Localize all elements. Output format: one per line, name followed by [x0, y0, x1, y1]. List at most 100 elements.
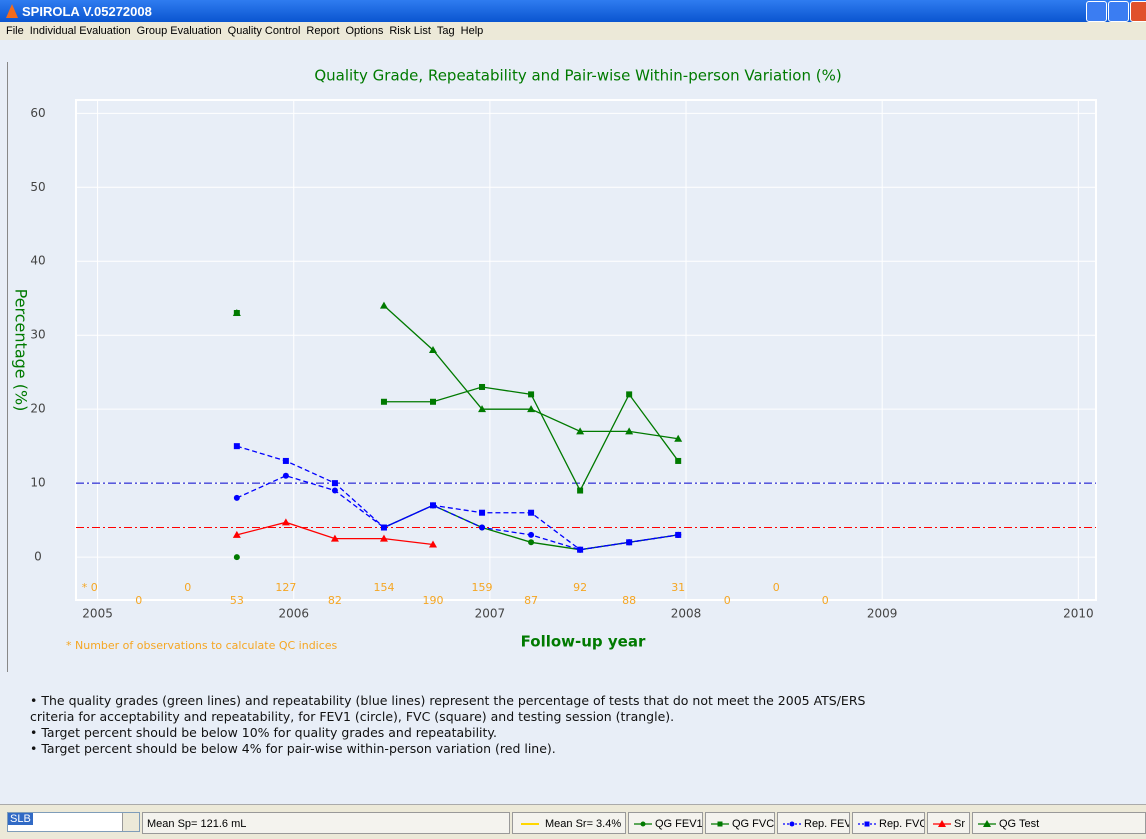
plot-area — [75, 99, 1097, 601]
data-point — [380, 524, 387, 531]
y-tick-label: 10 — [30, 476, 45, 490]
observation-count: 92 — [573, 581, 587, 594]
note-line: • Target percent should be below 10% for… — [30, 725, 497, 740]
data-point — [380, 398, 387, 405]
x-tick-label: 2010 — [1063, 607, 1094, 621]
minimize-button[interactable] — [1086, 1, 1107, 22]
menu-item[interactable]: Report — [306, 25, 340, 37]
data-point — [233, 443, 240, 450]
x-tick-label: 2006 — [278, 607, 309, 621]
data-point — [479, 524, 486, 531]
y-tick-label: 30 — [30, 328, 45, 342]
data-point — [675, 457, 682, 464]
mean-sr-icon — [521, 823, 539, 825]
x-axis-label: Follow-up year — [521, 633, 646, 651]
data-point — [430, 398, 436, 405]
data-point — [625, 427, 634, 435]
title-bar: SPIROLA V.05272008 — [0, 0, 1146, 22]
observation-count: 31 — [671, 581, 685, 594]
legend-icon — [783, 821, 801, 827]
data-point — [479, 509, 486, 516]
data-point — [527, 405, 536, 413]
y-tick-label: 50 — [30, 180, 45, 194]
notes: • The quality grades (green lines) and r… — [30, 693, 865, 757]
note-line: • The quality grades (green lines) and r… — [30, 693, 866, 708]
observation-count: 154 — [373, 581, 394, 594]
data-point — [675, 531, 682, 538]
data-point — [528, 539, 535, 546]
x-tick-label: 2009 — [867, 607, 898, 621]
y-tick-label: 40 — [30, 254, 45, 268]
observation-count: 159 — [472, 581, 493, 594]
mean-sr-panel: Mean Sr= 3.4% — [512, 812, 626, 834]
legend-item: QG Test — [972, 812, 1146, 834]
window-title: SPIROLA V.05272008 — [22, 4, 152, 19]
series-line — [236, 445, 679, 551]
data-point — [626, 539, 633, 546]
data-point — [379, 534, 388, 542]
data-point — [331, 480, 338, 487]
legend-marker — [640, 821, 646, 827]
data-point — [528, 391, 535, 398]
legend-icon — [978, 820, 996, 827]
observation-count: * 0 — [82, 581, 98, 594]
combo-arrow[interactable] — [122, 813, 139, 831]
mean-sp: Mean Sp= 121.6 mL — [142, 812, 510, 834]
combo-value: SLB — [8, 813, 33, 825]
y-tick-label: 20 — [30, 402, 45, 416]
dataset-combo[interactable]: SLB — [7, 812, 140, 832]
data-point — [626, 391, 633, 398]
observation-count: 53 — [230, 594, 244, 607]
data-point — [479, 383, 486, 390]
observation-count: 190 — [423, 594, 444, 607]
x-tick-label: 2007 — [475, 607, 506, 621]
menu-item[interactable]: Individual Evaluation — [29, 25, 131, 37]
legend-item: QG FVC — [705, 812, 775, 834]
legend-icon — [711, 821, 729, 827]
data-point — [282, 457, 289, 464]
chart-panel: Quality Grade, Repeatability and Pair-wi… — [7, 62, 1146, 672]
menu-item[interactable]: Group Evaluation — [136, 25, 222, 37]
data-point — [233, 494, 240, 501]
legend-item: Sr — [927, 812, 970, 834]
legend-item: Rep. FEV1 — [777, 812, 850, 834]
data-point — [478, 405, 487, 413]
menu-item[interactable]: Tag — [436, 25, 455, 37]
legend-label: QG Test — [999, 818, 1040, 830]
observation-count: 0 — [135, 594, 142, 607]
app-icon — [6, 4, 18, 18]
legend-marker — [864, 821, 870, 827]
menu-item[interactable]: Help — [460, 25, 484, 37]
legend-label: Rep. FEV1 — [804, 818, 849, 830]
observation-count: 82 — [328, 594, 342, 607]
chart-title: Quality Grade, Repeatability and Pair-wi… — [314, 67, 841, 85]
data-point — [577, 487, 584, 494]
observation-count: 0 — [773, 581, 780, 594]
legend-marker — [717, 821, 723, 827]
data-point — [233, 554, 240, 561]
data-point — [379, 301, 388, 309]
observation-count: 88 — [622, 594, 636, 607]
mean-sr: Mean Sr= 3.4% — [545, 818, 622, 830]
legend-icon — [634, 821, 652, 827]
menu-item[interactable]: Risk List — [389, 25, 431, 37]
menu-item[interactable]: File — [6, 25, 24, 37]
legend-label: QG FVC — [732, 818, 775, 830]
menu-item[interactable]: Quality Control — [227, 25, 301, 37]
observation-count: 87 — [524, 594, 538, 607]
note-line: criteria for acceptability and repeatabi… — [30, 709, 675, 724]
legend-marker — [938, 820, 946, 827]
data-point — [430, 502, 436, 509]
observation-count: 0 — [184, 581, 191, 594]
close-button[interactable] — [1130, 1, 1146, 22]
x-tick-label: 2005 — [82, 607, 113, 621]
menu-item[interactable]: Options — [345, 25, 384, 37]
observation-count: 127 — [275, 581, 296, 594]
chart: Quality Grade, Repeatability and Pair-wi… — [12, 67, 1097, 652]
note-line: • Target percent should be below 4% for … — [30, 741, 556, 756]
restore-button[interactable] — [1108, 1, 1129, 22]
observation-count: 0 — [724, 594, 731, 607]
legend-label: Rep. FVC — [879, 818, 925, 830]
data-point — [281, 518, 290, 526]
